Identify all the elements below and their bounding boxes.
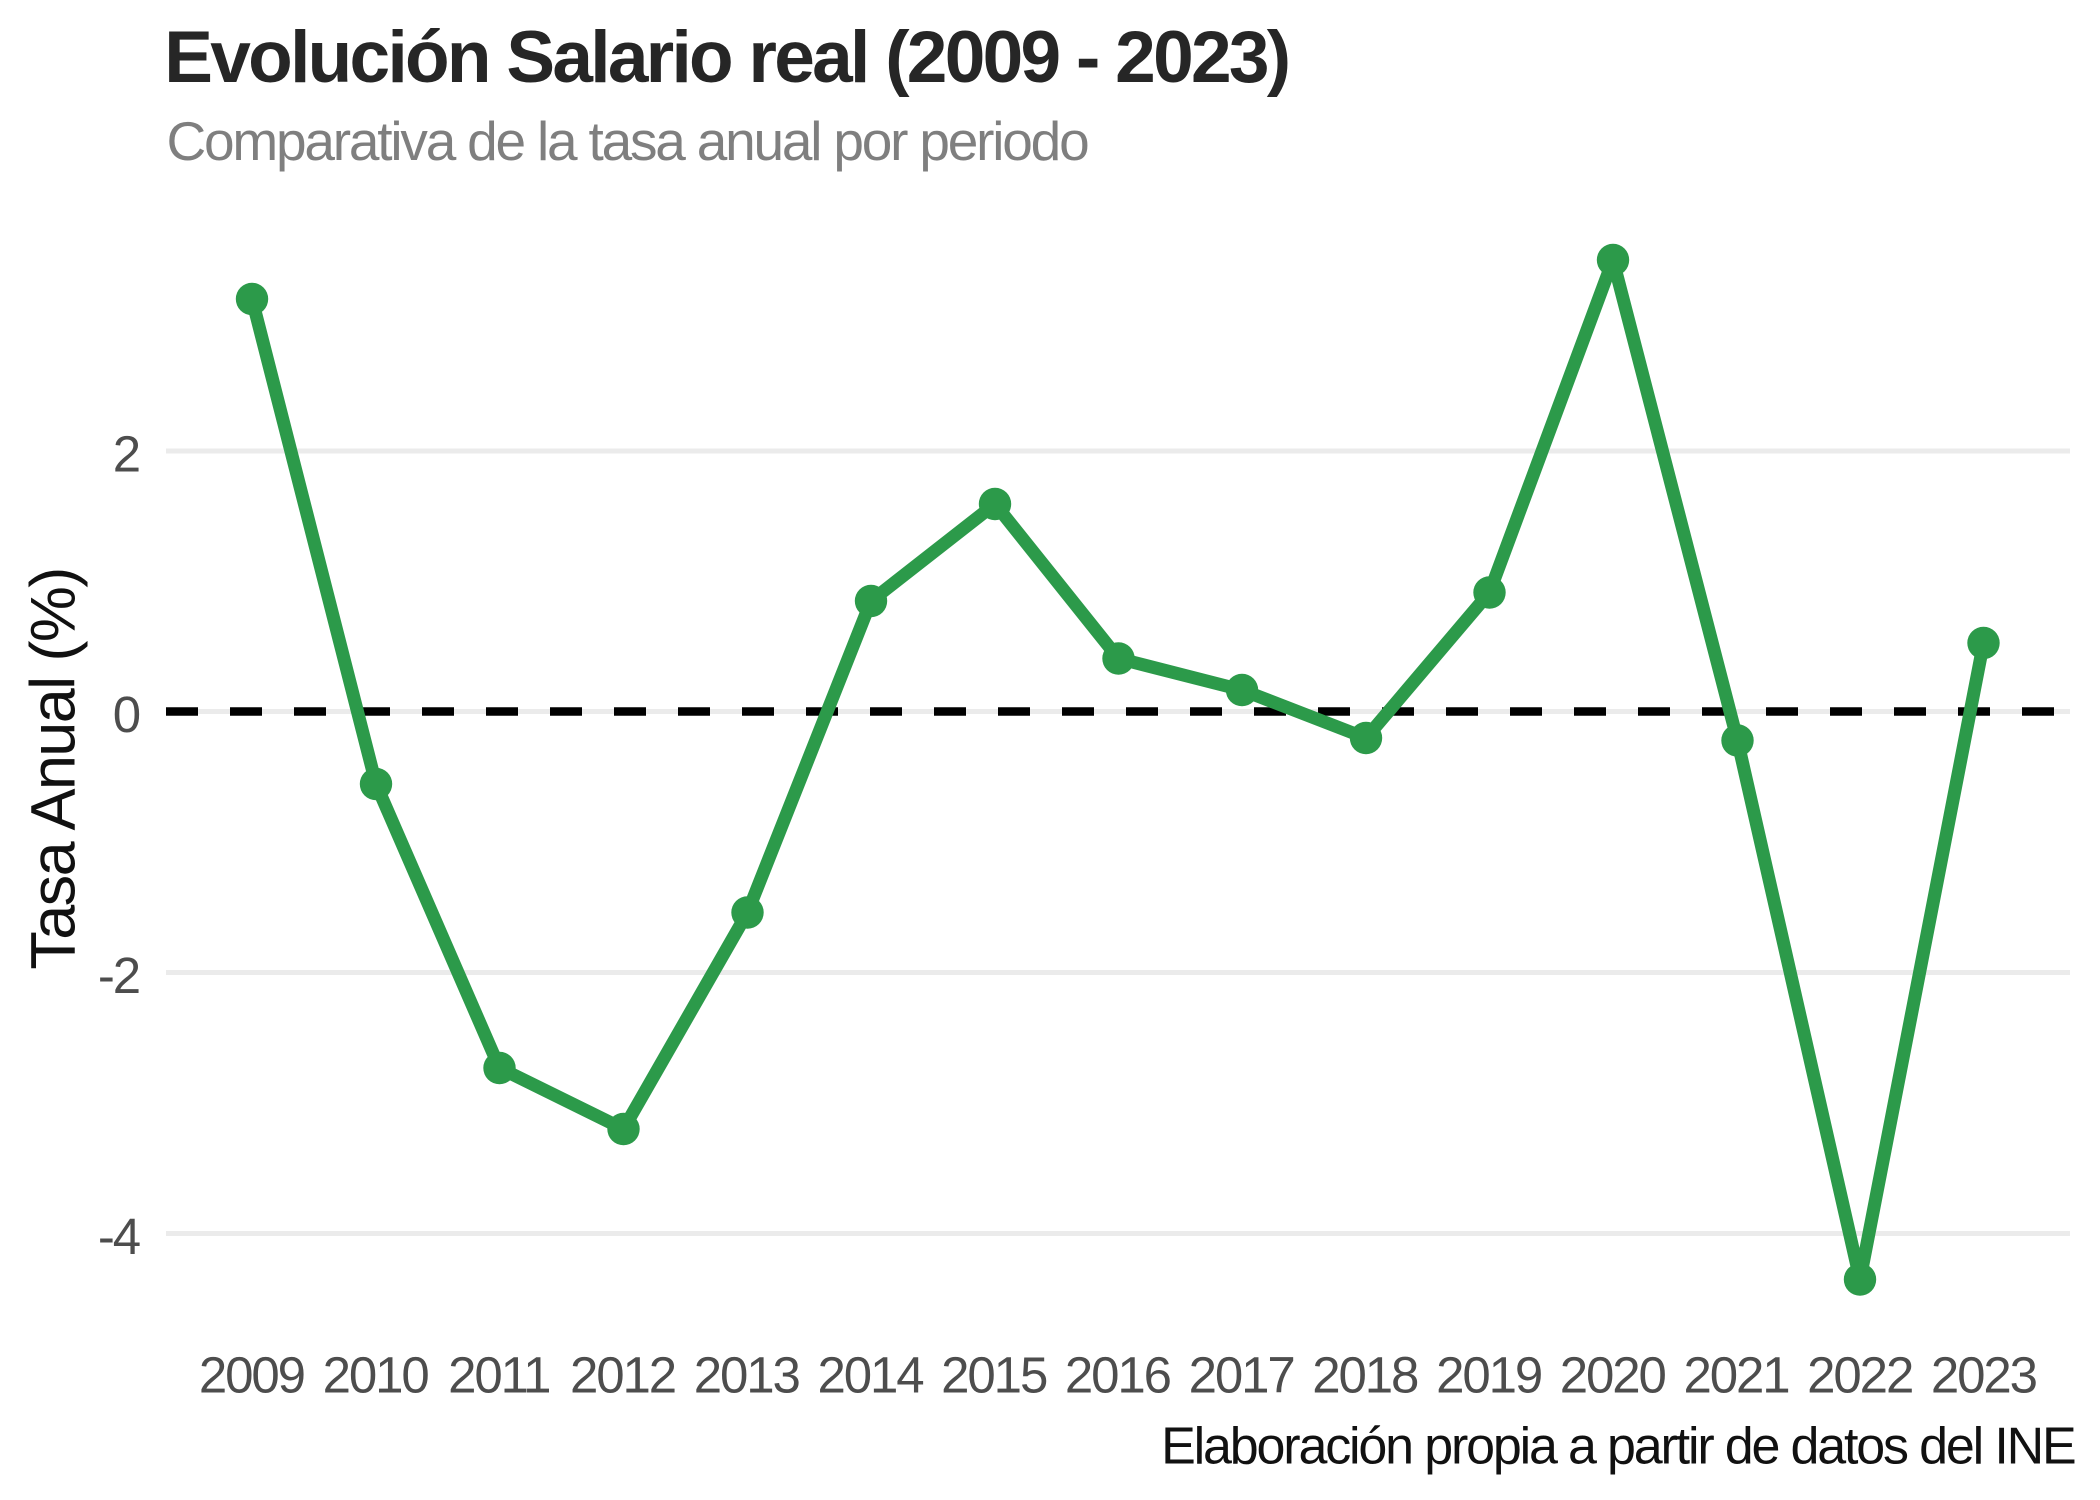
svg-text:2016: 2016 (1065, 1347, 1171, 1404)
svg-text:2: 2 (113, 426, 139, 483)
svg-text:0: 0 (113, 686, 140, 743)
svg-text:2017: 2017 (1189, 1347, 1294, 1404)
svg-text:2015: 2015 (941, 1347, 1047, 1404)
svg-text:2011: 2011 (448, 1347, 549, 1404)
svg-text:2021: 2021 (1683, 1347, 1788, 1404)
svg-text:2023: 2023 (1931, 1347, 2037, 1404)
svg-text:2019: 2019 (1436, 1347, 1541, 1404)
svg-text:2012: 2012 (570, 1347, 675, 1404)
svg-text:-2: -2 (98, 947, 139, 1004)
svg-text:-4: -4 (98, 1208, 140, 1265)
svg-text:Elaboración propia a partir de: Elaboración propia a partir de datos del… (1161, 1418, 2075, 1476)
svg-text:2013: 2013 (694, 1347, 800, 1404)
svg-text:Comparativa de la tasa anual p: Comparativa de la tasa anual por periodo (167, 110, 1089, 172)
svg-text:2009: 2009 (199, 1347, 304, 1404)
svg-text:2018: 2018 (1312, 1347, 1418, 1404)
svg-text:2022: 2022 (1807, 1347, 1912, 1404)
svg-text:2020: 2020 (1560, 1347, 1666, 1404)
svg-text:Tasa Anual (%): Tasa Anual (%) (19, 568, 89, 969)
svg-text:Evolución Salario real (2009 -: Evolución Salario real (2009 - 2023) (164, 17, 1288, 98)
svg-text:2010: 2010 (323, 1347, 429, 1404)
svg-text:2014: 2014 (817, 1347, 923, 1404)
